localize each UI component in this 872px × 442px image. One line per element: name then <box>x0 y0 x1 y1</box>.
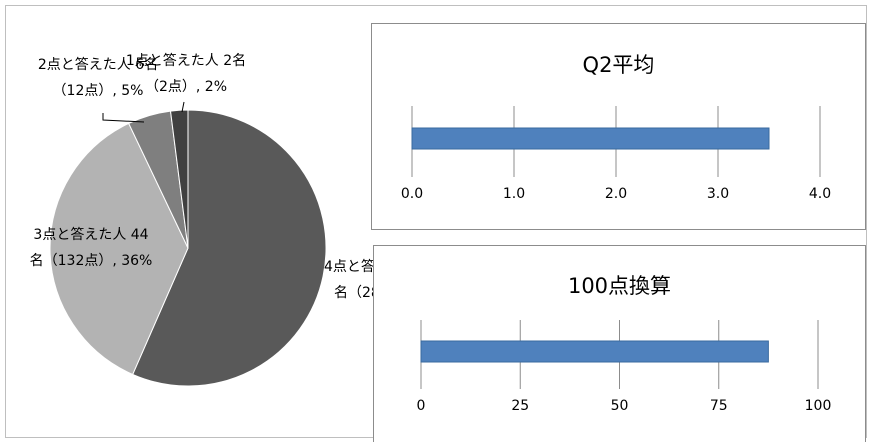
leader-line <box>181 101 185 113</box>
slice-label: （12点）, 5% <box>53 83 144 99</box>
tick-label: 25 <box>511 398 529 414</box>
bar <box>411 127 770 150</box>
slice-label: （2点）, 2% <box>145 79 227 95</box>
bar <box>420 340 769 363</box>
tick-label: 50 <box>611 398 629 414</box>
tick-label: 3.0 <box>707 186 729 202</box>
score-100-plot: 0 25 50 75 100 <box>417 320 832 414</box>
pie-slice <box>169 109 189 249</box>
pie-slices <box>49 109 327 387</box>
slice-label: 名（132点）, 36% <box>30 253 153 269</box>
tick-label: 100 <box>805 398 832 414</box>
pie-slice <box>49 122 189 376</box>
tick-label: 0 <box>417 398 426 414</box>
pie-slice <box>132 109 327 387</box>
q2-average-chart: Q2平均 0.0 1.0 2.0 3.0 4.0 <box>371 23 866 230</box>
score-100-title: 100点換算 <box>567 274 672 298</box>
q2-average-title: Q2平均 <box>582 53 655 77</box>
slice-label: 2点と答えた人 6名 <box>38 56 158 73</box>
tick-label: 4.0 <box>809 186 831 202</box>
q2-average-plot: 0.0 1.0 2.0 3.0 4.0 <box>401 106 831 202</box>
pie-chart: 4点と答えた人 93名（280点）, 56%3点と答えた人 44名（132点）,… <box>30 52 457 387</box>
tick-label: 75 <box>710 398 728 414</box>
slice-label: 1点と答えた人 2名 <box>126 52 246 69</box>
tick-label: 0.0 <box>401 186 423 202</box>
slice-label: 3点と答えた人 44 <box>33 226 148 243</box>
tick-label: 2.0 <box>605 186 627 202</box>
tick-label: 1.0 <box>503 186 525 202</box>
leader-line <box>102 113 145 123</box>
score-100-chart: 100点換算 0 25 50 75 100 <box>373 245 866 442</box>
